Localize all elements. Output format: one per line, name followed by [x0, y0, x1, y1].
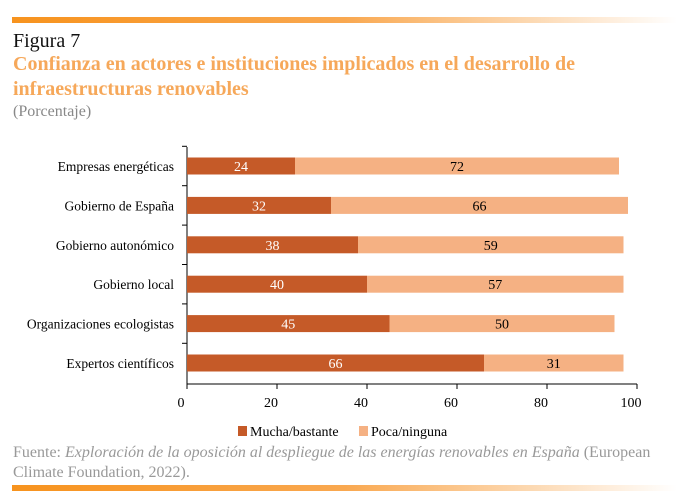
category-label: Empresas energéticas [58, 159, 174, 174]
figure-label: Figura 7 [13, 30, 81, 52]
bar-mucha [187, 315, 390, 333]
data-label: 45 [281, 318, 295, 333]
bar-poca [358, 236, 624, 254]
x-tick-label: 60 [444, 396, 458, 411]
data-label: 66 [473, 199, 487, 214]
source-suffix: (European Climate Foundation, 2022). [13, 444, 651, 481]
legend-label: Poca/ninguna [371, 425, 448, 440]
bar-poca [389, 315, 615, 333]
bar-poca [295, 157, 619, 175]
category-label: Organizaciones ecologistas [27, 317, 174, 332]
legend-swatch-0 [238, 426, 247, 436]
data-label: 66 [329, 357, 343, 372]
chart-subtitle: (Porcentaje) [13, 103, 92, 120]
data-label: 57 [488, 278, 502, 293]
bar-mucha [187, 354, 484, 372]
x-tick-label: 20 [264, 396, 278, 411]
data-label: 59 [484, 239, 498, 254]
bar-mucha [187, 196, 331, 214]
source-title: Exploración de la oposición al despliegu… [65, 444, 580, 461]
data-label: 32 [252, 199, 266, 214]
category-label: Gobierno local [93, 277, 174, 292]
x-tick-label: 80 [534, 396, 548, 411]
category-label: Gobierno de España [65, 198, 174, 213]
data-label: 72 [450, 160, 464, 175]
bar-poca [484, 354, 624, 372]
bottom-decorative-bar [12, 485, 677, 491]
bar-poca [331, 196, 628, 214]
top-decorative-bar [12, 17, 677, 23]
bar-mucha [187, 236, 358, 254]
chart-title: Confianza en actores e instituciones imp… [13, 53, 576, 100]
x-tick-label: 0 [178, 396, 185, 411]
legend-swatch-1 [359, 426, 368, 436]
category-label: Gobierno autonómico [56, 238, 174, 253]
category-label: Expertos científicos [66, 356, 174, 371]
source-note: Fuente: Exploración de la oposición al d… [13, 443, 683, 483]
bar-mucha [187, 275, 367, 293]
data-label: 50 [495, 318, 509, 333]
data-label: 40 [270, 278, 284, 293]
data-label: 38 [266, 239, 280, 254]
data-label: 24 [234, 160, 248, 175]
data-label: 31 [547, 357, 561, 372]
legend-label: Mucha/bastante [250, 425, 339, 440]
x-tick-label: 40 [354, 396, 368, 411]
source-prefix: Fuente: [13, 444, 65, 461]
bar-mucha [187, 157, 295, 175]
bar-poca [367, 275, 624, 293]
x-tick-label: 100 [621, 396, 642, 411]
